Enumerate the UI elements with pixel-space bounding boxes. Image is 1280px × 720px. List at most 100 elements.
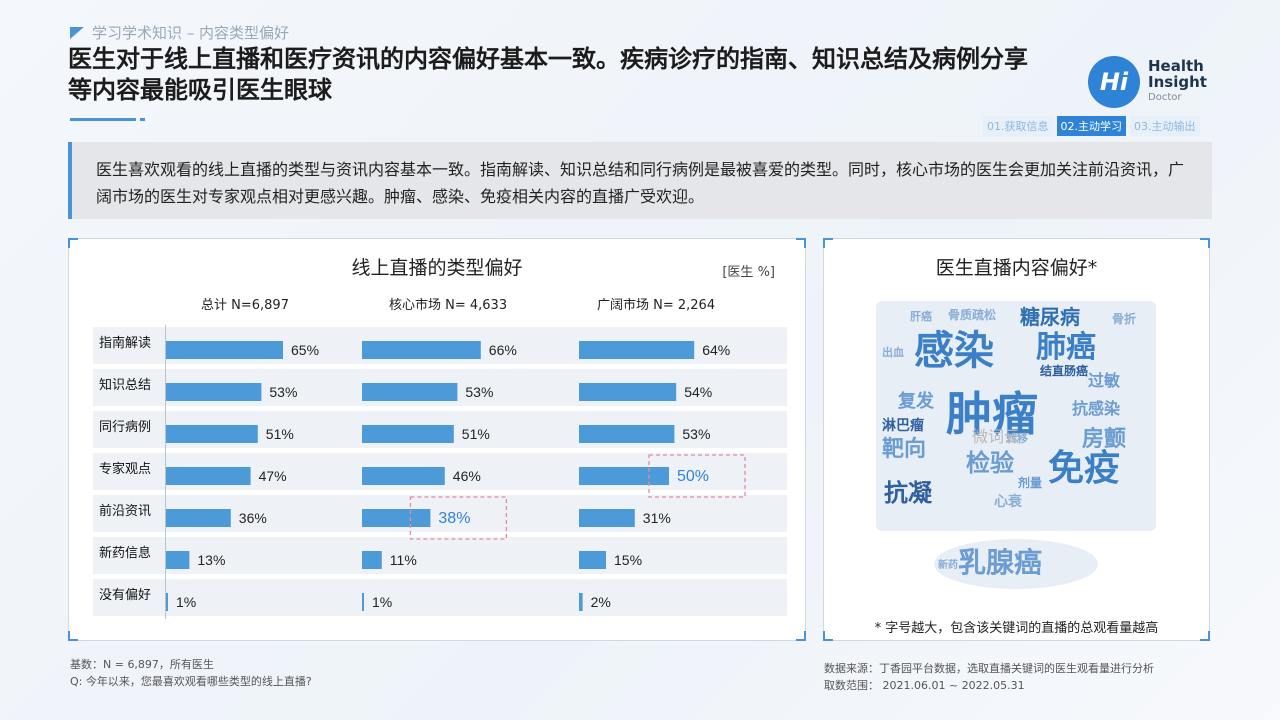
cloud-word: 骨质疏松 [948, 308, 997, 322]
highlight-box [648, 454, 746, 498]
data-label: 11% [390, 552, 417, 568]
bar [166, 593, 168, 611]
bar [362, 593, 364, 611]
bar [166, 425, 258, 443]
cloud-word: 新药 [938, 560, 958, 571]
cloud-word: 乳腺癌 [958, 546, 1043, 579]
corner-mark [823, 238, 833, 248]
base-note: 基数：N = 6,897，所有医生 [70, 658, 214, 671]
data-label: 2% [591, 594, 611, 610]
cloud-word: 抗凝 [884, 479, 932, 507]
step-2[interactable]: 02.主动学习 [1056, 116, 1126, 136]
cloud-word: 心衰 [994, 494, 1022, 510]
chart-unit: [医生 %] [722, 265, 775, 280]
corner-mark [823, 631, 833, 641]
bar [362, 425, 454, 443]
corner-mark [1200, 238, 1210, 248]
breadcrumb-text: 学习学术知识 – 内容类型偏好 [92, 24, 290, 42]
row-background [93, 537, 787, 574]
corner-mark [796, 238, 806, 248]
word-cloud-lower: 乳腺癌 新药 [934, 539, 1098, 589]
bar [579, 341, 695, 359]
page-title: 医生对于线上直播和医疗资讯的内容偏好基本一致。疾病诊疗的指南、知识总结及病例分享… [68, 45, 1028, 104]
category-axis [165, 325, 166, 619]
bar [362, 383, 458, 401]
bar [166, 341, 283, 359]
data-label: 51% [462, 426, 490, 442]
bar [362, 551, 382, 569]
cloud-word: 剂量 [1018, 476, 1043, 490]
cloud-word: 出血 [882, 346, 904, 359]
cloud-word: 靶向 [882, 437, 927, 462]
question-note: Q: 今年以来，您最喜欢观看哪些类型的线上直播? [70, 675, 312, 688]
source-note: 数据来源：丁香园平台数据，选取直播关键词的医生观看量进行分析 [824, 662, 1154, 675]
category-label: 知识总结 [99, 378, 152, 393]
chart-title: 线上直播的类型偏好 [351, 257, 523, 279]
bar [166, 509, 231, 527]
category-label: 专家观点 [99, 462, 152, 477]
logo-line2: Insight [1148, 73, 1207, 91]
data-label: 53% [682, 426, 710, 442]
series-header: 核心市场 N= 4,633 [389, 298, 508, 313]
bar [166, 383, 262, 401]
category-label: 指南解读 [99, 336, 152, 351]
data-label: 51% [266, 426, 294, 442]
cloud-word: 房颤 [1082, 427, 1127, 452]
corner-mark [68, 238, 78, 248]
bar [362, 341, 481, 359]
cloud-word: 抗感染 [1072, 399, 1121, 418]
bar [166, 551, 190, 569]
cloud-word: 糖尿病 [1020, 305, 1080, 329]
cloud-word: 检验 [966, 449, 1014, 477]
step-navigation: 01.获取信息 02.主动学习 03.主动输出 [983, 116, 1200, 136]
data-label: 54% [684, 384, 712, 400]
corner-mark [1200, 631, 1210, 641]
data-label: 50% [677, 468, 709, 485]
word-cloud-panel: 医生直播内容偏好* 感染 肿瘤 肺癌 糖尿病 免疫 抗凝 靶向 检验 房颤 抗感染 过敏 淋巴瘤 复发 结… [823, 238, 1210, 641]
cloud-word: 骨折 [1112, 312, 1137, 326]
category-label: 没有偏好 [99, 588, 152, 603]
cloud-word: 转移 [1006, 432, 1028, 445]
bar [362, 467, 445, 485]
category-label: 同行病例 [99, 420, 152, 435]
summary-box: 医生喜欢观看的线上直播的类型与资讯内容基本一致。指南解读、知识总结和同行病例是最… [68, 142, 1212, 219]
watermark: 微词云 [972, 427, 1021, 446]
data-label: 66% [489, 342, 517, 358]
corner-mark [796, 631, 806, 641]
data-label: 53% [269, 384, 297, 400]
category-label: 前沿资讯 [99, 504, 152, 519]
data-label: 31% [643, 510, 671, 526]
logo-sub: Doctor [1148, 92, 1182, 103]
cloud-word: 肿瘤 [946, 387, 1038, 441]
footnote-left: 基数：N = 6,897，所有医生 Q: 今年以来，您最喜欢观看哪些类型的线上直… [70, 656, 312, 690]
series-header: 广阔市场 N= 2,264 [597, 298, 716, 313]
breadcrumb: 学习学术知识 – 内容类型偏好 [70, 22, 289, 43]
title-underline [70, 118, 136, 121]
brand-logo: Hi Health Insight Doctor [1088, 56, 1212, 108]
step-1[interactable]: 01.获取信息 [983, 116, 1053, 136]
title-underline-dot [140, 118, 145, 121]
bar [579, 467, 669, 485]
bar-layer: 65% 53% 51% 47% 36% 13% 1% 66% 53% 51% 46% 38% 11% 1%… [166, 341, 746, 611]
word-cloud-note: * 字号越大，包含该关键词的直播的总观看量越高 [874, 621, 1159, 636]
cloud-word: 肝癌 [910, 310, 932, 323]
corner-mark [68, 631, 78, 641]
data-label: 65% [291, 342, 319, 358]
highlight-box [409, 496, 508, 540]
bar [579, 593, 583, 611]
bar [579, 425, 675, 443]
bar [579, 509, 635, 527]
data-label: 53% [465, 384, 493, 400]
data-label: 13% [197, 552, 225, 568]
cloud-word: 复发 [898, 391, 934, 412]
step-3[interactable]: 03.主动输出 [1130, 116, 1200, 136]
data-label: 36% [239, 510, 267, 526]
footnote-right: 数据来源：丁香园平台数据，选取直播关键词的医生观看量进行分析 取数范围： 202… [824, 660, 1154, 694]
cloud-word: 结直肠癌 [1040, 364, 1089, 378]
data-label: 1% [372, 594, 392, 610]
data-label: 38% [438, 510, 470, 527]
cloud-word: 过敏 [1088, 371, 1121, 390]
triangle-icon [70, 26, 84, 39]
data-label: 1% [176, 594, 196, 610]
